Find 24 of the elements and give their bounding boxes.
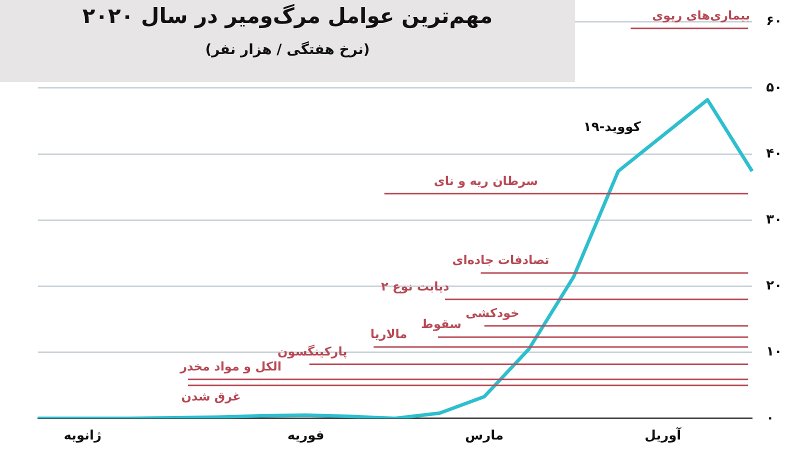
y-tick-label: ۱۰: [766, 344, 782, 360]
y-tick-label: ۶۰: [766, 14, 782, 30]
x-tick-label: ژانویه: [64, 428, 102, 444]
y-tick-label: ۰: [766, 410, 774, 426]
ref-line-label: سرطان ریه و نای: [434, 174, 538, 188]
ref-line-label: دیابت نوع ۲: [381, 280, 450, 294]
ref-line-label: سقوط: [421, 317, 462, 332]
x-tick-label: آوریل: [644, 426, 682, 444]
ref-line-label: مالاریا: [370, 327, 408, 342]
series-label: کووید-۱۹: [583, 120, 642, 135]
ref-line-label: خودکشی: [466, 306, 520, 320]
ref-line-label: غرق شدن: [181, 389, 241, 404]
x-tick-label: مارس: [465, 428, 504, 444]
y-tick-label: ۲۰: [766, 278, 782, 294]
y-tick-label: ۳۰: [766, 212, 782, 228]
x-tick-label: فوریه: [287, 428, 324, 444]
ref-line-label: تصادفات جاده‌ای: [452, 253, 550, 268]
ref-line-label: پارکینگسون: [278, 344, 348, 358]
y-tick-label: ۴۰: [766, 146, 782, 162]
ref-line-label: الکل و مواد مخدر: [179, 360, 282, 374]
ref-line-label: بیماری‌های ریوی: [652, 8, 750, 23]
y-tick-label: ۵۰: [766, 80, 782, 96]
heading-panel: مهم‌ترین عوامل مرگ‌ومیر در سال ۲۰۲۰ (نرخ هفتگی / هزار نفر): [0, 0, 575, 82]
chart-title: مهم‌ترین عوامل مرگ‌ومیر در سال ۲۰۲۰: [81, 4, 494, 28]
